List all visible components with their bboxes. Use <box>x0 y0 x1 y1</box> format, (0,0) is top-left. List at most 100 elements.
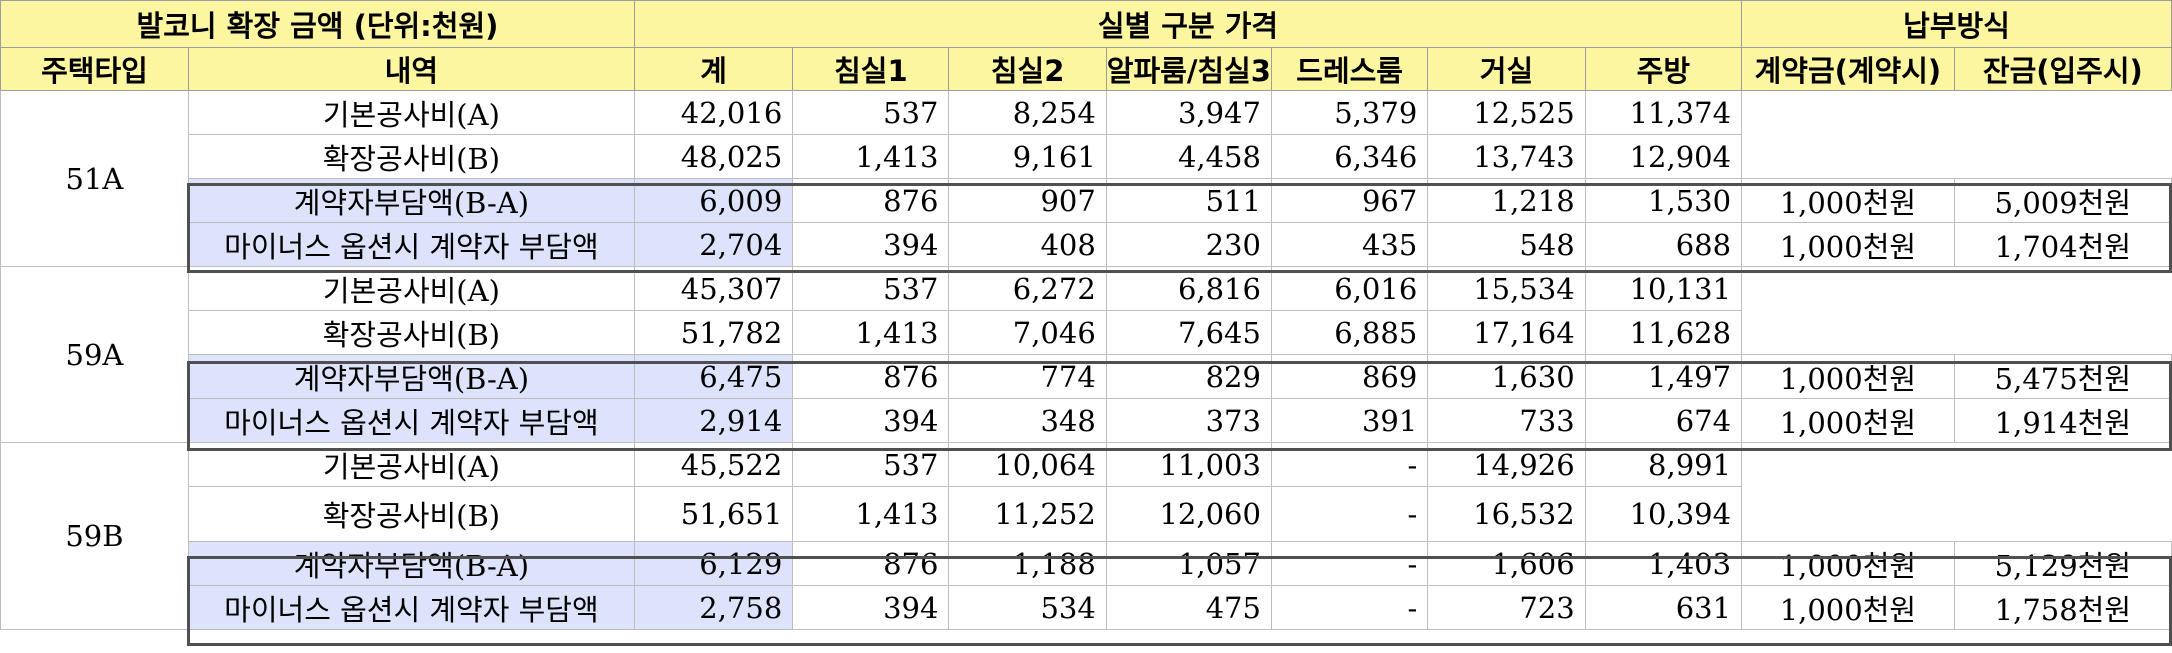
cell-alpha-room: 373 <box>1105 398 1272 443</box>
cell-balance: 1,704천원 <box>1953 222 2172 267</box>
cell-living: 733 <box>1427 398 1586 443</box>
cell-item: 계약자부담액(B-A) <box>187 354 635 399</box>
cell-total: 2,704 <box>633 222 794 267</box>
cell-total: 2,758 <box>633 585 794 630</box>
cell-total: 51,651 <box>633 486 794 542</box>
cell-alpha-room: 3,947 <box>1105 90 1272 135</box>
cell-balance: 5,009천원 <box>1953 178 2172 223</box>
cell-kitchen: 10,131 <box>1584 266 1743 311</box>
cell-deposit: 1,000천원 <box>1741 585 1955 630</box>
cell-kitchen: 1,530 <box>1584 178 1743 223</box>
cell-bedroom1: 394 <box>792 585 950 630</box>
cell-house-type: 59B <box>0 442 189 630</box>
cell-living: 15,534 <box>1427 266 1586 311</box>
cell-dressroom: 5,379 <box>1270 90 1429 135</box>
cell-deposit <box>1742 487 1955 542</box>
cell-deposit <box>1742 311 1955 355</box>
cell-total: 42,016 <box>633 90 794 135</box>
cell-total: 45,522 <box>633 442 794 487</box>
cell-balance: 5,129천원 <box>1953 541 2172 586</box>
cell-alpha-room: 4,458 <box>1105 134 1272 179</box>
col-header-type: 주택타입 <box>0 47 189 91</box>
cell-dressroom: 391 <box>1270 398 1429 443</box>
col-header-item: 내역 <box>187 47 635 91</box>
payment-group-header: 납부방식 <box>1741 0 2172 48</box>
cell-alpha-room: 6,816 <box>1105 266 1272 311</box>
col-header-dressroom: 드레스룸 <box>1270 47 1429 91</box>
col-header-deposit: 계약금(계약시) <box>1741 47 1955 91</box>
cell-item: 마이너스 옵션시 계약자 부담액 <box>187 222 635 267</box>
cell-living: 13,743 <box>1427 134 1586 179</box>
cell-balance <box>1954 91 2171 135</box>
cell-bedroom1: 876 <box>792 178 950 223</box>
table-row: 59B 기본공사비(A) 45,522 537 10,064 11,003-14,926 8… <box>0 442 2172 630</box>
cell-bedroom1: 394 <box>792 222 950 267</box>
table-title: 발코니 확장 금액 (단위:천원) <box>0 0 635 48</box>
cell-dressroom: 6,016 <box>1270 266 1429 311</box>
cell-balance <box>1954 311 2171 355</box>
cell-alpha-room: 230 <box>1105 222 1272 267</box>
cell-living: 17,164 <box>1427 310 1586 355</box>
col-header-living: 거실 <box>1427 47 1586 91</box>
cell-bedroom1: 876 <box>792 354 950 399</box>
cell-item: 마이너스 옵션시 계약자 부담액 <box>187 398 635 443</box>
cell-balance <box>1954 443 2171 487</box>
cell-alpha-room: 1,057 <box>1105 541 1272 586</box>
cell-deposit <box>1742 443 1955 487</box>
cell-bedroom1: 537 <box>792 442 950 487</box>
cell-living: 1,218 <box>1427 178 1586 223</box>
cell-kitchen: 11,628 <box>1584 310 1743 355</box>
cell-dressroom: - <box>1270 442 1429 487</box>
table-row: 마이너스 옵션시 계약자 부담액 2,758 394 534 475-723 631 1,0… <box>1 585 2172 630</box>
cell-kitchen: 674 <box>1584 398 1743 443</box>
cell-item: 확장공사비(B) <box>187 486 635 542</box>
cell-bedroom1: 876 <box>792 541 950 586</box>
cell-dressroom: 6,346 <box>1270 134 1429 179</box>
col-header-bedroom1: 침실1 <box>792 47 950 91</box>
cell-bedroom1: 1,413 <box>792 310 950 355</box>
cell-dressroom: - <box>1270 585 1429 630</box>
table-row: 계약자부담액(B-A) 6,475 876 774 829 869 1,630 1,497 1,… <box>1 354 2172 399</box>
cell-living: 1,630 <box>1427 354 1586 399</box>
cell-bedroom1: 537 <box>792 266 950 311</box>
cell-balance: 1,758천원 <box>1953 585 2172 630</box>
cell-total: 45,307 <box>633 266 794 311</box>
cell-total: 6,129 <box>633 541 794 586</box>
cell-bedroom1: 394 <box>792 398 950 443</box>
cell-bedroom2: 9,161 <box>948 134 1107 179</box>
cell-deposit <box>1742 91 1955 135</box>
cell-item: 기본공사비(A) <box>187 266 635 311</box>
cell-bedroom2: 408 <box>948 222 1107 267</box>
cell-item: 계약자부담액(B-A) <box>187 541 635 586</box>
cell-item: 계약자부담액(B-A) <box>187 178 635 223</box>
cell-kitchen: 11,374 <box>1584 90 1743 135</box>
cell-alpha-room: 11,003 <box>1105 442 1272 487</box>
cell-alpha-room: 7,645 <box>1105 310 1272 355</box>
cell-living: 1,606 <box>1427 541 1586 586</box>
cell-balance <box>1954 487 2171 542</box>
cell-deposit: 1,000천원 <box>1741 354 1955 399</box>
cell-total: 2,914 <box>633 398 794 443</box>
col-header-alpha-room: 알파룸/침실3 <box>1105 47 1272 91</box>
col-header-total: 계 <box>633 47 794 91</box>
cell-living: 723 <box>1427 585 1586 630</box>
cell-item: 기본공사비(A) <box>187 90 635 135</box>
cell-total: 6,475 <box>633 354 794 399</box>
cell-living: 16,532 <box>1427 486 1586 542</box>
cell-living: 12,525 <box>1427 90 1586 135</box>
cell-bedroom2: 7,046 <box>948 310 1107 355</box>
cell-dressroom: 869 <box>1270 354 1429 399</box>
table-row: 계약자부담액(B-A) 6,129 876 1,188 1,057-1,606 1,403… <box>1 541 2172 586</box>
cell-deposit: 1,000천원 <box>1741 222 1955 267</box>
cell-deposit <box>1742 135 1955 179</box>
cell-bedroom2: 6,272 <box>948 266 1107 311</box>
cell-balance: 5,475천원 <box>1953 354 2172 399</box>
cell-kitchen: 688 <box>1584 222 1743 267</box>
cell-living: 548 <box>1427 222 1586 267</box>
table-row: 확장공사비(B) 48,025 1,413 9,161 4,458 6,346 13,743… <box>1 134 2172 179</box>
table-row: 확장공사비(B) 51,651 1,413 11,252 12,060-16,532 10… <box>1 486 2172 542</box>
col-header-balance: 잔금(입주시) <box>1953 47 2172 91</box>
cell-deposit: 1,000천원 <box>1741 541 1955 586</box>
cell-item: 확장공사비(B) <box>187 310 635 355</box>
cell-balance: 1,914천원 <box>1953 398 2172 443</box>
